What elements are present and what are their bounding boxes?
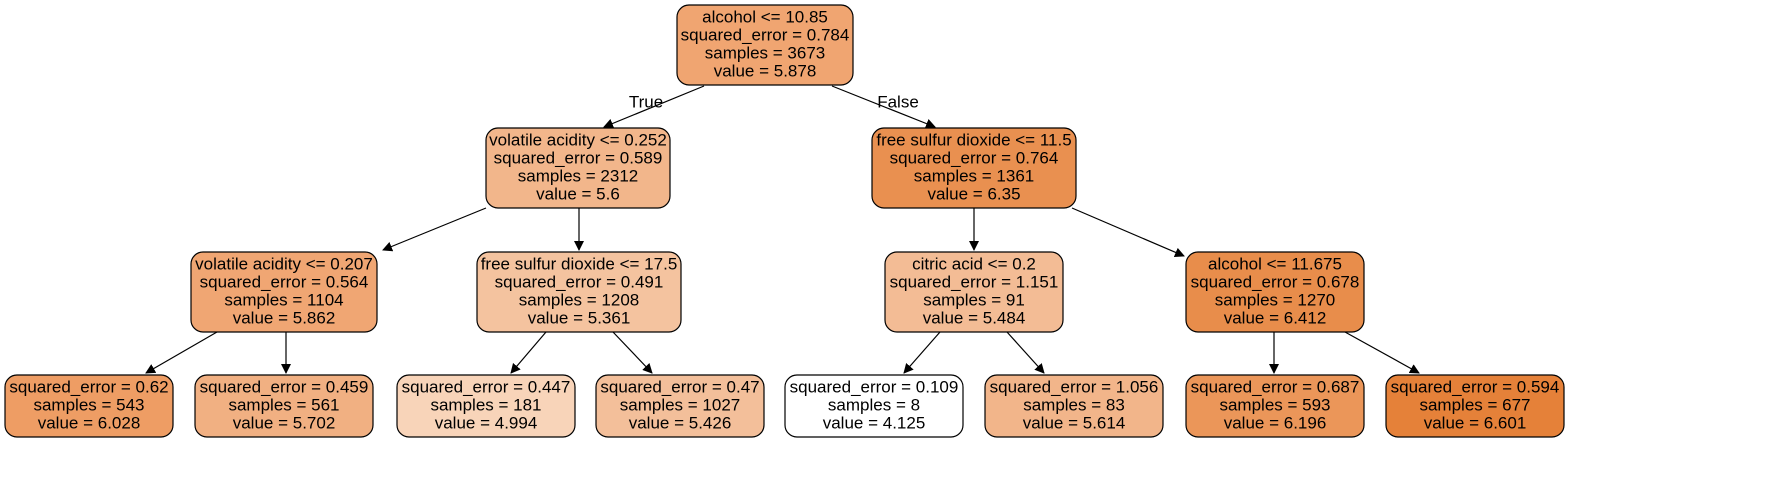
tree-node-line: squared_error = 1.151 — [890, 272, 1059, 291]
tree-node-line: value = 5.484 — [923, 308, 1026, 327]
tree-node-line: value = 6.028 — [38, 413, 141, 432]
tree-node-line: squared_error = 0.491 — [495, 272, 664, 291]
tree-node-line: squared_error = 0.564 — [200, 272, 369, 291]
tree-node-line: samples = 561 — [228, 395, 339, 414]
tree-node-line: squared_error = 0.764 — [890, 148, 1059, 167]
tree-node-box — [476, 251, 682, 333]
edge-label-true: True — [629, 92, 663, 111]
tree-node-line: value = 6.196 — [1224, 413, 1327, 432]
tree-node-line: squared_error = 1.056 — [990, 377, 1159, 396]
tree-node-line: squared_error = 0.784 — [681, 25, 850, 44]
tree-node-line: squared_error = 0.459 — [200, 377, 369, 396]
tree-node-box — [984, 374, 1164, 438]
tree-node-line: value = 6.412 — [1224, 308, 1327, 327]
tree-node-box — [1185, 374, 1365, 438]
tree-node-line: squared_error = 0.109 — [790, 377, 959, 396]
tree-node-line: squared_error = 0.589 — [494, 148, 663, 167]
tree-edge-n1-n3 — [382, 207, 487, 252]
tree-node-line: squared_error = 0.594 — [1391, 377, 1560, 396]
tree-node-line: value = 6.601 — [1424, 413, 1527, 432]
tree-node-line: citric acid <= 0.2 — [912, 254, 1036, 273]
tree-node-line: squared_error = 0.47 — [600, 377, 759, 396]
tree-node-line: value = 5.878 — [714, 61, 817, 80]
tree-node-line: alcohol <= 10.85 — [702, 7, 828, 26]
tree-node-line: alcohol <= 11.675 — [1208, 254, 1342, 273]
tree-node-line: free sulfur dioxide <= 17.5 — [481, 254, 678, 273]
tree-node-line: samples = 91 — [923, 290, 1025, 309]
tree-node-line: samples = 677 — [1419, 395, 1530, 414]
tree-node-line: free sulfur dioxide <= 11.5 — [876, 130, 1071, 149]
tree-node-line: value = 4.125 — [823, 413, 926, 432]
tree-node-n2: free sulfur dioxide <= 11.5squared_error… — [871, 127, 1077, 209]
tree-edge-n0-n1 — [603, 85, 705, 129]
tree-node-line: value = 5.862 — [233, 308, 336, 327]
tree-node-line: samples = 1027 — [620, 395, 741, 414]
tree-node-line: volatile acidity <= 0.207 — [195, 254, 373, 273]
tree-node-line: value = 5.426 — [629, 413, 732, 432]
edge-label-false: False — [877, 92, 919, 111]
tree-node-line: volatile acidity <= 0.252 — [489, 130, 667, 149]
tree-edge-n3-n7 — [145, 331, 218, 374]
tree-node-box — [871, 127, 1077, 209]
tree-node-box — [1385, 374, 1565, 438]
tree-node-line: samples = 3673 — [705, 43, 826, 62]
tree-node-line: samples = 1208 — [519, 290, 640, 309]
tree-edge-n0-n2 — [831, 85, 936, 129]
tree-edge-n4-n10 — [612, 331, 653, 374]
tree-node-n4: free sulfur dioxide <= 17.5squared_error… — [476, 251, 682, 333]
tree-node-box — [396, 374, 576, 438]
tree-node-box — [884, 251, 1064, 333]
tree-edge-n5-n12 — [1006, 331, 1045, 374]
edges-layer: True False — [145, 85, 1420, 374]
tree-node-line: squared_error = 0.62 — [9, 377, 168, 396]
tree-node-line: value = 5.702 — [233, 413, 336, 432]
tree-edge-n5-n11 — [903, 331, 941, 374]
tree-node-line: value = 4.994 — [435, 413, 538, 432]
tree-node-box — [194, 374, 374, 438]
tree-edge-n4-n9 — [510, 331, 547, 374]
tree-node-line: squared_error = 0.678 — [1191, 272, 1360, 291]
tree-node-line: samples = 83 — [1023, 395, 1125, 414]
tree-node-line: squared_error = 0.687 — [1191, 377, 1360, 396]
tree-node-line: value = 5.361 — [528, 308, 631, 327]
tree-node-line: value = 5.614 — [1023, 413, 1126, 432]
tree-edge-n6-n14 — [1344, 331, 1420, 374]
tree-node-line: value = 6.35 — [927, 184, 1020, 203]
tree-node-line: samples = 1361 — [914, 166, 1035, 185]
tree-edge-n2-n6 — [1071, 207, 1185, 258]
tree-node-box — [190, 251, 378, 333]
tree-node-line: samples = 2312 — [518, 166, 639, 185]
tree-node-line: value = 5.6 — [536, 184, 620, 203]
tree-node-line: samples = 8 — [828, 395, 920, 414]
tree-node-line: samples = 1270 — [1215, 290, 1336, 309]
tree-node-line: samples = 1104 — [224, 290, 343, 309]
tree-node-box — [4, 374, 174, 438]
tree-node-box — [676, 4, 854, 86]
tree-node-line: samples = 181 — [430, 395, 541, 414]
tree-node-box — [1185, 251, 1365, 333]
tree-node-line: samples = 593 — [1219, 395, 1330, 414]
tree-node-line: squared_error = 0.447 — [402, 377, 571, 396]
tree-node-line: samples = 543 — [33, 395, 144, 414]
tree-node-box — [595, 374, 765, 438]
tree-node-box — [784, 374, 964, 438]
tree-node-box — [485, 127, 671, 209]
